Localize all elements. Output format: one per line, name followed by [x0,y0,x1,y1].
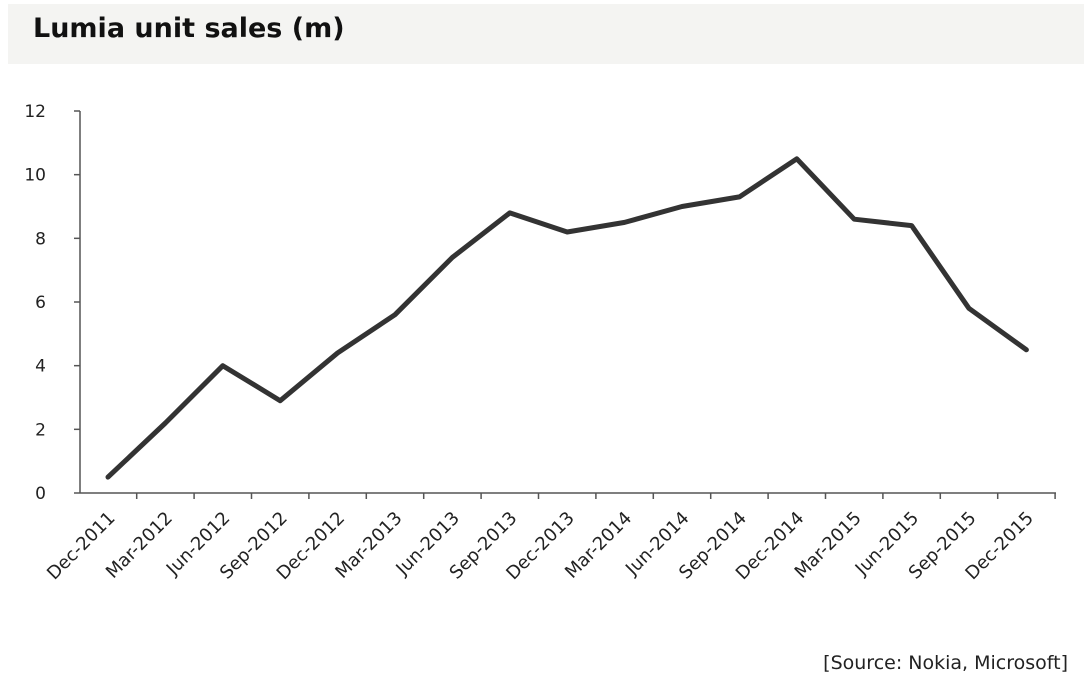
y-axis-ticks: 0 2 4 6 8 10 12 [24,102,80,504]
series-line [105,156,1029,480]
plot-area [105,156,1029,480]
axes [79,111,1056,494]
y-tick-label: 6 [35,293,46,313]
source-note: [Source: Nokia, Microsoft] [823,652,1068,674]
y-tick-label: 2 [35,420,46,440]
y-tick-label: 0 [35,484,46,504]
y-tick-label: 12 [24,102,46,122]
y-tick-label: 4 [35,357,46,377]
chart-title: Lumia unit sales (m) [33,13,345,44]
y-tick-label: 10 [24,166,46,186]
title-band [8,4,1084,64]
x-axis-ticks: Dec-2011Mar-2012Jun-2012Sep-2012Dec-2012… [43,493,1056,584]
y-tick-label: 8 [35,229,46,249]
